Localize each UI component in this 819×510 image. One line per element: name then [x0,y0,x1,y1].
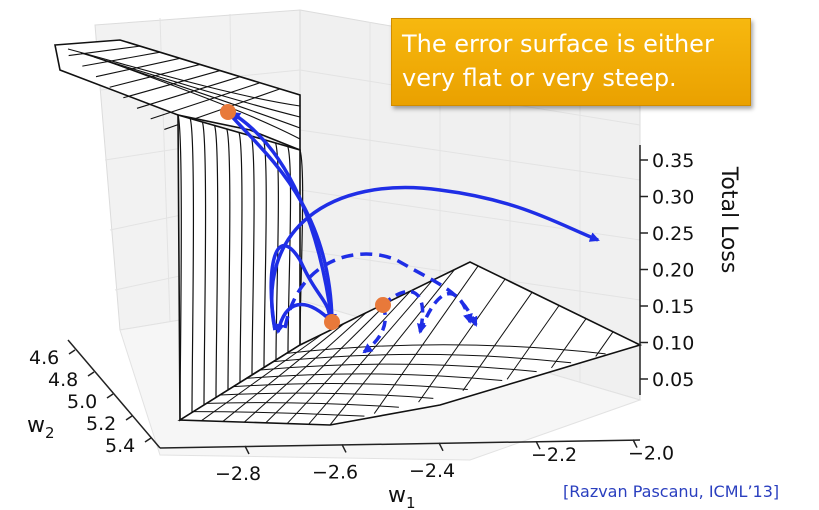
cliff-line [189,118,195,413]
callout-line-2: very flat or very steep. [402,64,677,92]
x-tick-label: −2.6 [312,461,358,483]
trajectories [226,110,600,354]
basin-grid-line [418,278,506,403]
plateau-grid-line [136,76,241,109]
basin-grid-line [222,323,345,422]
y-tick-mark [87,371,95,377]
cliff-line [177,114,182,421]
trajectory-dashed-3 [381,289,427,334]
basin-grid-line [462,292,533,392]
basin-grid-line [243,312,367,423]
basin-grid-line [286,344,606,355]
basin-grid-line [595,331,614,357]
x-axis-label: w1 [388,483,416,510]
x-tick-mark [438,442,444,452]
plateau-grid-line [150,82,261,120]
x-tick-label: −2.4 [409,460,455,482]
y-tick-label: 5.4 [105,435,135,457]
y-tick-mark [144,437,152,443]
x-tick-mark [244,445,250,455]
y-axis-label: w2 [27,413,55,442]
basin-grid-line [506,305,560,380]
plateau-grid-line [95,57,181,78]
loss-surface [54,39,643,426]
basin-grid-line [246,373,503,382]
citation: [Razvan Pascanu, ICML’13] [563,482,780,501]
y-axis: 4.64.85.05.25.4 w2 [27,339,161,457]
x-tick-label: −2.8 [215,463,261,485]
y-tick-mark [125,415,133,421]
trajectory-dashed-4 [418,291,473,333]
point-right [375,297,391,313]
z-tick-label: 0.25 [652,223,694,245]
cliff-line [201,121,207,406]
plateau-grid-line [123,70,221,99]
cliff-line [226,128,231,391]
callout-line-1: The error surface is either [402,30,714,58]
cliff-line [299,149,304,346]
trajectory-solid-2 [230,111,334,323]
basin-grid-line [551,318,587,369]
z-tick-label: 0.15 [652,296,694,318]
trajectory-solid-1 [226,110,337,324]
z-axis-label: Total Loss [716,166,741,274]
basin-grid-line [206,402,399,408]
y-tick-label: 5.0 [67,391,97,413]
descent-points [220,104,391,330]
plateau-grid-line [106,60,301,140]
basin-grid-line [273,353,572,364]
z-tick-label: 0.35 [652,150,694,172]
basin-grid-line [329,269,455,426]
basin-grid-line [286,290,411,424]
cliff-line [250,135,255,376]
callout-box: The error surface is either very flat or… [391,18,751,106]
basin-grid-line [219,392,434,399]
y-tick-label: 4.6 [29,347,59,369]
cliff-line [214,125,219,398]
x-axis: −2.8 −2.6 −2.4 −2.2 −2.0 w1 [159,439,674,510]
basin-grid-line [193,411,365,417]
plateau-grid-line [67,48,301,107]
x-tick-label: −2.2 [531,444,577,466]
y-tick-mark [106,393,114,399]
basin-grid-line [373,265,479,414]
trajectory-solid-3 [270,185,600,331]
x-tick-mark [632,439,638,448]
cliff-line [238,132,243,383]
plateau-grid-line [82,51,161,67]
y-tick-label: 4.8 [48,369,78,391]
basin-grid-line [233,383,468,390]
x-tick-label: −2.0 [628,443,674,465]
point-top [220,104,236,120]
plateau-grid-line [68,45,141,57]
y-tick-label: 5.2 [86,413,116,435]
trajectory-solid-4 [269,243,335,331]
trajectory-solid-5 [274,302,334,334]
z-tick-label: 0.30 [652,187,694,209]
x-tick-mark [535,440,541,450]
point-mid [324,314,340,330]
z-tick-label: 0.20 [652,260,694,282]
z-tick-label: 0.05 [652,369,694,391]
x-tick-mark [341,444,347,453]
z-axis: 0.35 0.30 0.25 0.20 0.15 0.10 0.05 Total Loss [639,145,741,395]
y-tick-mark [68,349,76,355]
z-tick-label: 0.10 [652,333,694,355]
basin-grid-line [259,363,537,373]
